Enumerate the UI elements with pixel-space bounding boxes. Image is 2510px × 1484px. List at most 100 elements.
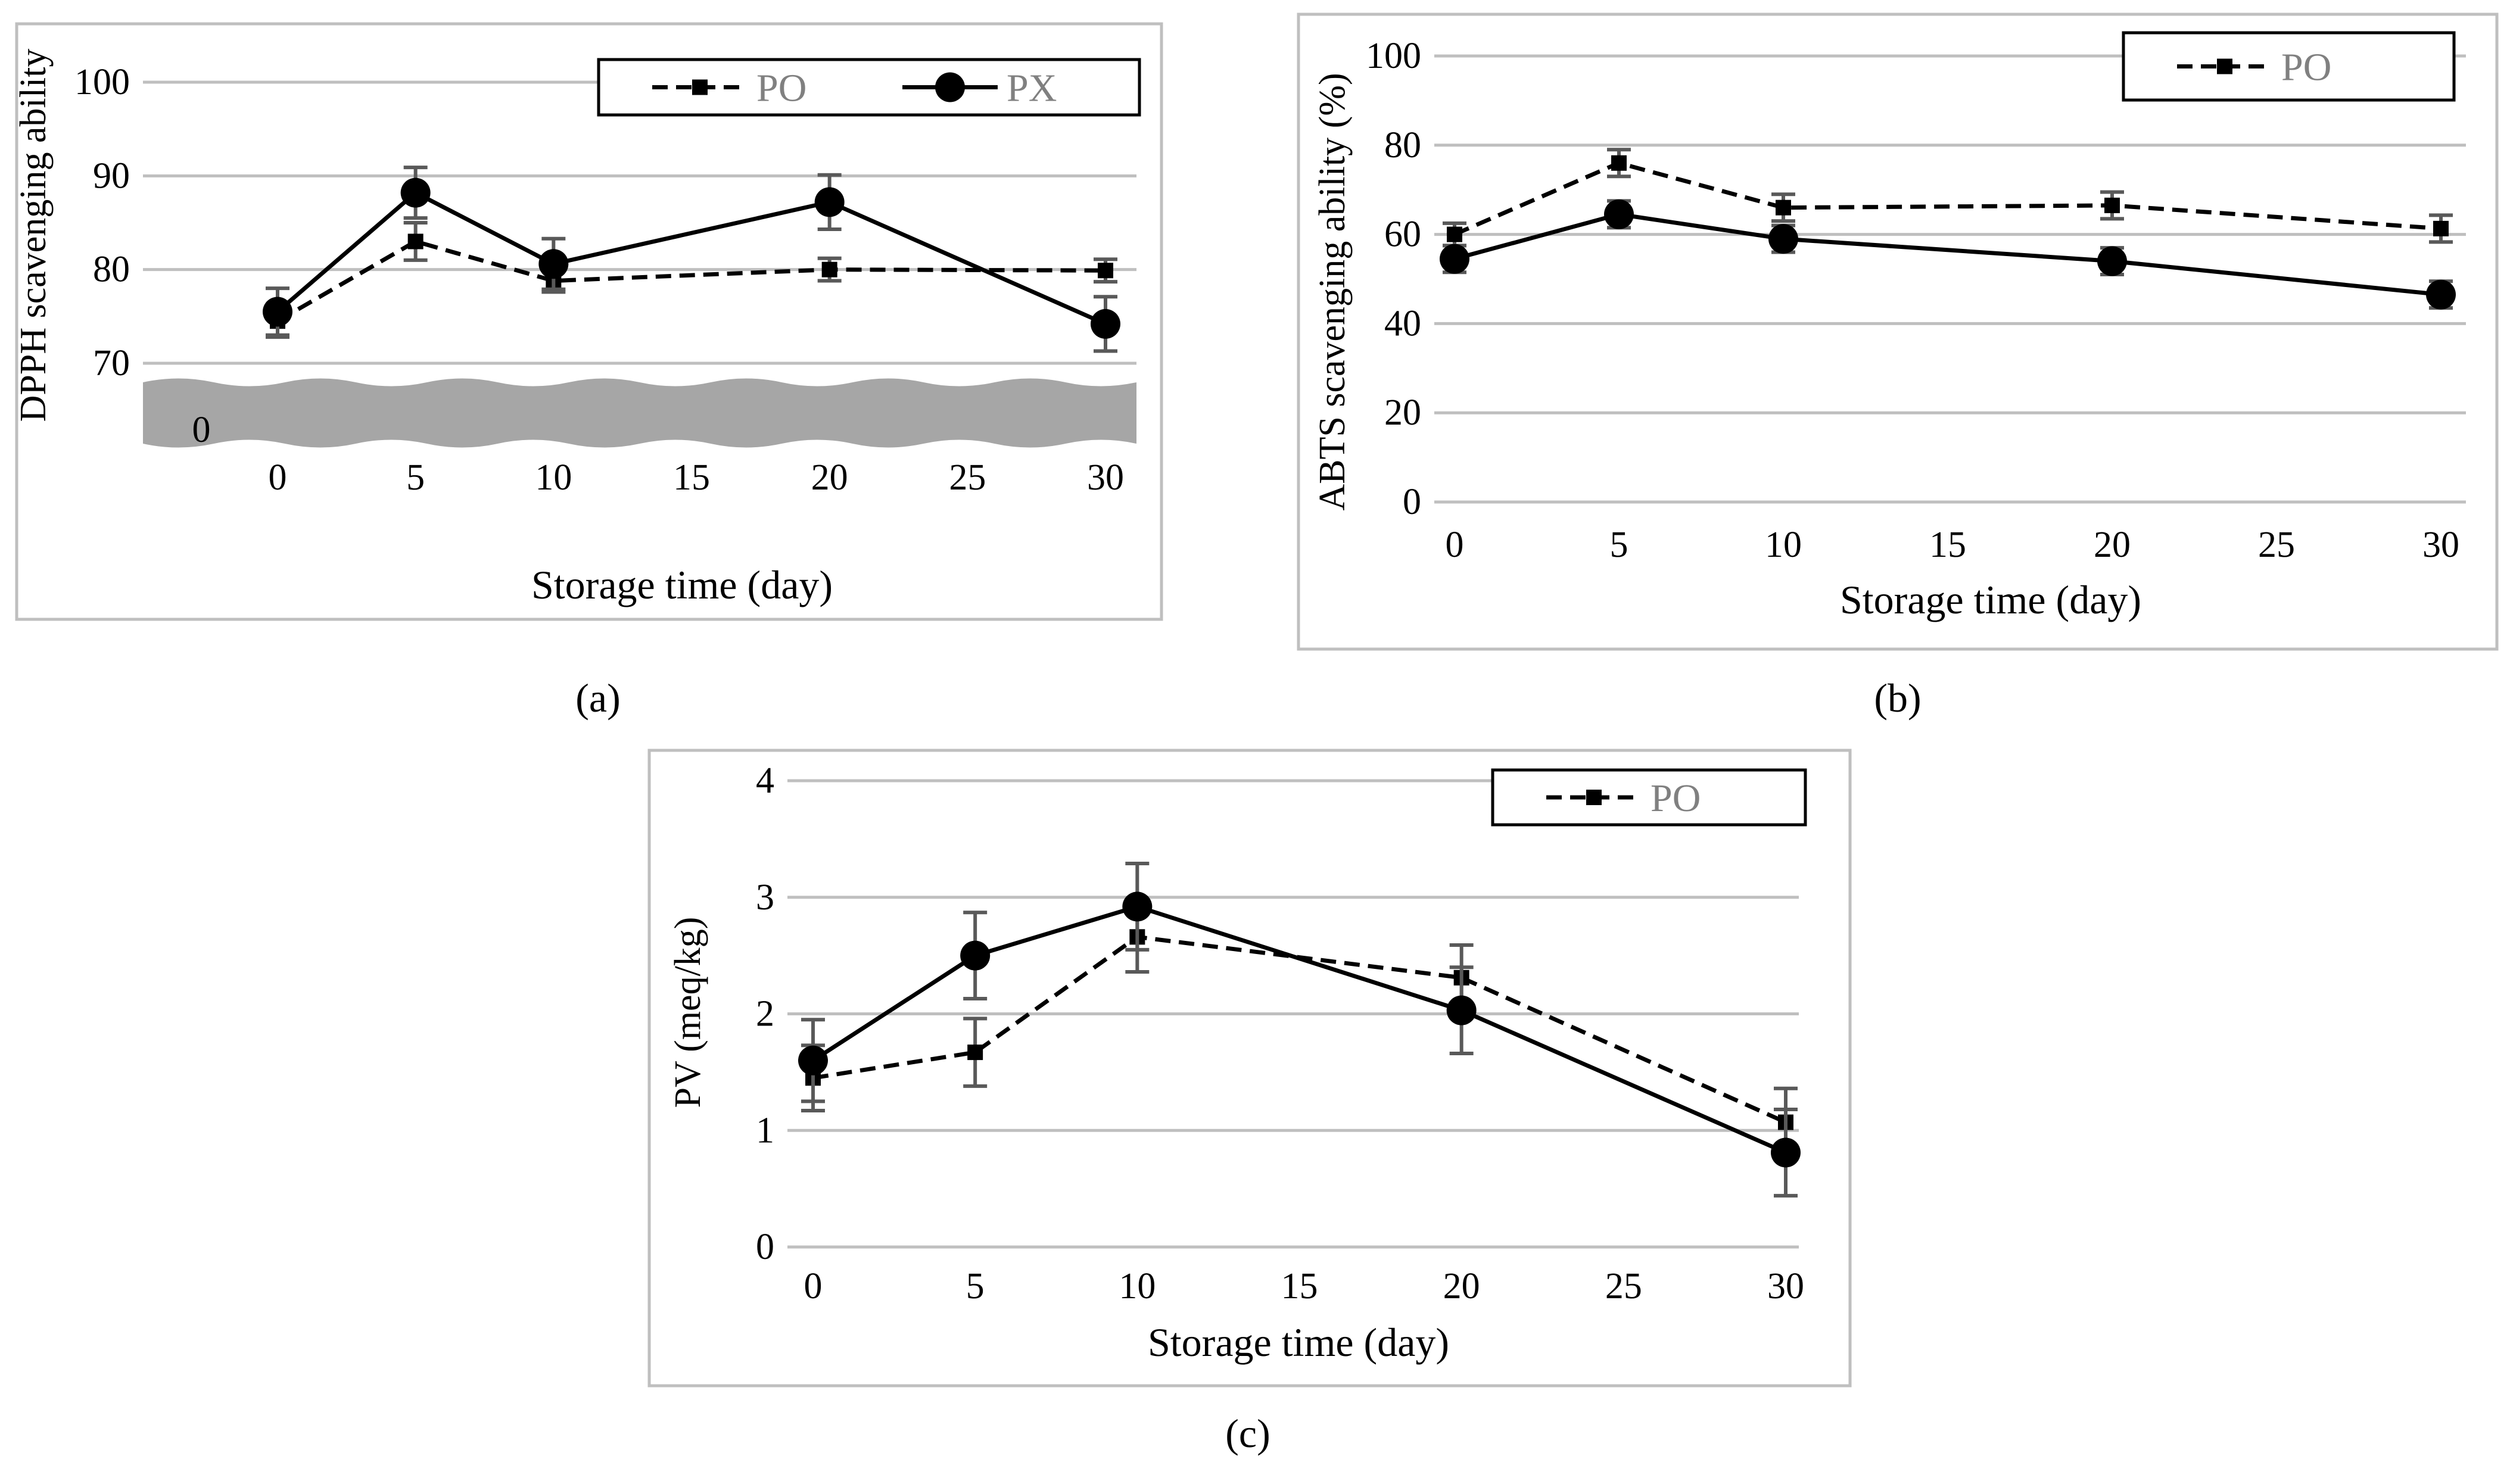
chart-panel-b: 0 20 40 60 80 100 0 5 10 15 20 25 30 Storage time (da… — [1297, 13, 2499, 721]
legend: PO PX — [597, 58, 1141, 117]
data-point — [1446, 995, 1477, 1025]
data-point — [1091, 308, 1120, 339]
chart-panel-a: 70 80 90 100 0 5 10 15 20 25 30 Storage time (day) D… — [13, 22, 1163, 721]
x-axis-label: Storage time (day) — [1148, 1320, 1449, 1365]
x-tick-label: 15 — [1281, 1266, 1318, 1307]
y-tick-label: 2 — [756, 994, 774, 1034]
data-point — [263, 297, 292, 327]
data-point — [400, 177, 431, 208]
data-point — [2097, 246, 2127, 276]
x-tick-label: 5 — [406, 457, 425, 498]
y-tick-label: 3 — [756, 877, 774, 918]
x-tick-label: 0 — [1446, 525, 1464, 565]
x-tick-label: 20 — [811, 457, 848, 498]
x-tick-label: 20 — [2094, 525, 2131, 565]
legend: PO — [1491, 768, 1807, 827]
legend-label: PO — [1651, 777, 1701, 820]
y-tick-label: 90 — [93, 155, 130, 196]
data-point — [1604, 199, 1634, 229]
legend-label: PO — [756, 67, 806, 110]
x-tick-label: 5 — [966, 1266, 985, 1307]
x-tick-label: 10 — [1765, 525, 1802, 565]
y-tick-label: 0 — [1403, 482, 1421, 522]
x-tick-label: 30 — [2422, 525, 2459, 565]
legend-marker — [2217, 58, 2232, 74]
legend-marker — [935, 72, 965, 102]
chart-frame — [1297, 13, 2499, 651]
data-point — [1611, 155, 1627, 171]
data-point — [960, 940, 991, 971]
y-tick-label: 70 — [93, 343, 130, 384]
data-point — [1776, 199, 1791, 216]
y-tick-label: 20 — [1384, 392, 1421, 433]
x-tick-label: 15 — [673, 457, 710, 498]
series-po — [266, 221, 1117, 339]
data-point — [1447, 226, 1462, 242]
chart-frame — [15, 22, 1163, 621]
legend-entry-px: PX — [902, 67, 1057, 110]
data-point — [1122, 891, 1153, 922]
series-px — [798, 861, 1801, 1198]
panel-label: (c) — [1225, 1411, 1270, 1456]
legend-entry-po: PO — [652, 67, 806, 110]
x-tick-label: 30 — [1087, 457, 1124, 498]
x-tick-label: 0 — [804, 1266, 823, 1307]
data-point — [798, 1045, 828, 1075]
y-tick-label: 100 — [74, 62, 130, 102]
y-tick-label: 4 — [756, 760, 774, 801]
data-point — [2433, 220, 2449, 236]
data-point — [1440, 244, 1469, 274]
legend-marker — [1586, 790, 1602, 805]
x-axis-label: Storage time (day) — [1840, 577, 2141, 622]
x-tick-label: 10 — [1119, 1266, 1156, 1307]
x-tick-label: 25 — [949, 457, 986, 498]
legend-entry-po: PO — [2177, 46, 2331, 89]
y-tick-label: 0 — [756, 1227, 774, 1267]
axis-break-tick-label: 0 — [192, 410, 211, 450]
legend-label: PO — [2281, 46, 2331, 89]
y-tick-label: 1 — [756, 1110, 774, 1151]
legend-marker — [692, 79, 708, 95]
data-point — [538, 249, 569, 279]
y-axis-label: PV (meq/kg) — [668, 917, 708, 1108]
x-tick-label: 20 — [1443, 1266, 1480, 1307]
y-tick-label: 80 — [1384, 125, 1421, 166]
x-tick-label: 0 — [269, 457, 287, 498]
x-tick-label: 25 — [2258, 525, 2295, 565]
x-tick-label: 15 — [1929, 525, 1966, 565]
data-point — [2426, 279, 2456, 310]
data-point — [1768, 224, 1798, 254]
y-tick-label: 40 — [1384, 303, 1421, 344]
data-point — [821, 261, 837, 278]
x-tick-label: 10 — [535, 457, 572, 498]
series-line — [276, 239, 1106, 323]
legend: PO — [2122, 31, 2456, 102]
data-point — [1771, 1137, 1801, 1168]
y-tick-label: 80 — [93, 250, 130, 290]
y-tick-label: 60 — [1384, 214, 1421, 255]
legend-entry-po: PO — [1546, 777, 1701, 820]
axis-break-band — [143, 378, 1136, 448]
series-line — [1453, 161, 2442, 236]
y-tick-label: 100 — [1366, 36, 1421, 76]
x-tick-label: 5 — [1610, 525, 1628, 565]
y-axis-label: DPPH scavenging ability — [13, 49, 54, 422]
series-px — [1440, 199, 2456, 310]
series-po — [1443, 148, 2453, 248]
chart-panel-c: 0 1 2 3 4 0 5 10 15 20 25 30 Storage time (day) PV (m… — [647, 749, 1852, 1456]
panel-label: (b) — [1874, 675, 1921, 721]
data-point — [814, 187, 845, 217]
x-axis-label: Storage time (day) — [531, 562, 833, 607]
y-axis-label: ABTS scavenging ability (%) — [1312, 73, 1353, 510]
legend-label: PX — [1007, 67, 1057, 110]
x-tick-label: 30 — [1767, 1266, 1804, 1307]
data-point — [407, 233, 423, 250]
panel-label: (a) — [575, 675, 620, 721]
data-point — [967, 1045, 983, 1061]
legend-box — [1491, 768, 1807, 827]
series-px — [263, 166, 1120, 353]
data-point — [2104, 197, 2120, 213]
x-tick-label: 25 — [1605, 1266, 1642, 1307]
data-point — [1098, 263, 1113, 279]
